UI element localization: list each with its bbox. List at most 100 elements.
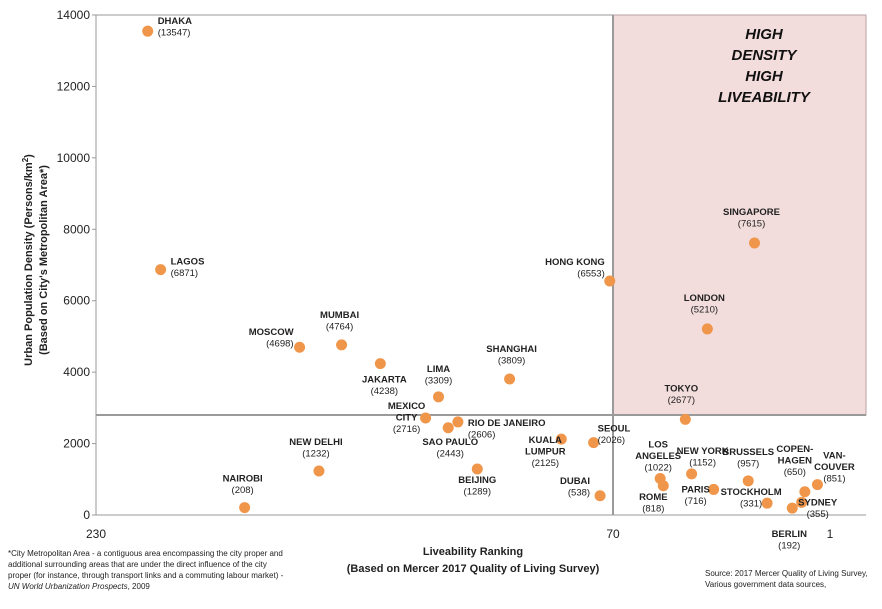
city-label: COPEN-HAGEN (650): [776, 444, 813, 478]
city-point: ROME (818): [639, 480, 669, 514]
data-point-marker: [594, 490, 606, 502]
data-point-marker: [588, 437, 600, 449]
density-value: (355): [807, 509, 829, 520]
city-name: LONDON: [684, 293, 725, 304]
city-name: DUBAI: [560, 476, 590, 487]
data-point-marker: [420, 412, 432, 424]
density-value: (2026): [598, 435, 625, 446]
data-point-marker: [471, 463, 483, 475]
city-point: BERLIN (192): [772, 502, 807, 552]
city-label: SYDNEY (355): [798, 497, 838, 519]
x-tick-label: 1: [827, 527, 834, 541]
city-label: MUMBAI (4764): [320, 310, 359, 333]
data-point-marker: [313, 465, 325, 477]
city-point: SYDNEY (355): [796, 496, 838, 520]
city-point: COPEN-HAGEN (650): [776, 444, 813, 498]
density-value: (6871): [171, 268, 198, 279]
city-label: PARIS (716): [681, 484, 709, 507]
density-value: (7615): [738, 219, 765, 230]
data-point-marker: [433, 391, 445, 403]
city-name: PARIS: [681, 484, 709, 495]
y-tick-label: 2000: [63, 437, 90, 451]
city-name: HONG KONG: [545, 257, 605, 268]
data-point-marker: [142, 25, 154, 37]
city-name: LUMPUR: [525, 447, 566, 458]
city-point: MEXICO CITY (2716): [388, 401, 432, 435]
data-point-marker: [555, 433, 567, 445]
footnote-text: *City Metropolitan Area - a contiguous a…: [8, 549, 284, 580]
city-name: TOKYO: [665, 383, 699, 394]
city-point: MUMBAI (4764): [320, 310, 359, 351]
footnote-year: , 2009: [127, 582, 150, 591]
data-point-marker: [504, 373, 516, 385]
city-label: NEW DELHI (1232): [289, 437, 342, 460]
city-name: BEIJING: [458, 475, 496, 486]
city-point: DHAKA (13547): [142, 16, 192, 39]
city-name: HAGEN: [778, 455, 812, 466]
data-point-marker: [155, 264, 167, 276]
city-point: STOCKHOLM (331): [721, 487, 782, 510]
density-value: (4238): [371, 386, 398, 397]
x-axis-ticks: 230 70 1: [86, 527, 834, 541]
city-point: RIO DE JANEIRO (2606): [452, 416, 546, 441]
density-value: (538): [568, 487, 590, 498]
city-name: JAKARTA: [362, 375, 407, 386]
city-name: VAN-: [823, 451, 846, 462]
city-point: NEW DELHI (1232): [289, 437, 343, 477]
city-label: LOS ANGELES (1022): [635, 440, 681, 474]
city-label: HONG KONG (6553): [545, 257, 605, 280]
city-label: DHAKA (13547): [158, 16, 192, 39]
data-point-marker: [708, 483, 720, 495]
x-tick-label: 230: [86, 527, 106, 541]
data-point-marker: [239, 502, 251, 514]
data-point-marker: [799, 486, 811, 498]
city-name: DHAKA: [158, 16, 192, 27]
city-name: MUMBAI: [320, 310, 359, 321]
density-value: (851): [823, 474, 845, 485]
city-label: RIO DE JANEIRO (2606): [468, 418, 546, 441]
density-value: (650): [784, 467, 806, 478]
city-name: LAGOS: [171, 257, 205, 268]
city-label: BEIJING (1289): [458, 475, 496, 498]
data-point-marker: [442, 422, 454, 434]
city-point: BEIJING (1289): [458, 463, 496, 497]
city-label: STOCKHOLM (331): [721, 487, 782, 510]
city-name: SAO PAULO: [422, 437, 478, 448]
city-name: LOS: [648, 440, 668, 451]
city-point: DUBAI (538): [560, 476, 606, 502]
city-name: RIO DE JANEIRO: [468, 418, 546, 429]
city-label: SHANGHAI (3809): [486, 344, 537, 367]
city-label: KUALA LUMPUR (2125): [525, 435, 566, 469]
quadrant-label: HIGH DENSITY HIGH LIVEABILITY: [718, 26, 812, 106]
city-point: PARIS (716): [681, 483, 720, 507]
city-point: JAKARTA (4238): [362, 358, 407, 397]
city-label: NAIROBI (208): [223, 474, 263, 497]
density-value: (4698): [266, 339, 293, 350]
y-axis-ticks: 0 2000 4000 6000 8000 10000 12000 14000: [57, 8, 96, 522]
city-name: COUVER: [814, 462, 855, 473]
city-name: SEOUL: [598, 424, 631, 435]
city-label: NEW YORK (1152): [677, 446, 729, 469]
density-value: (2606): [468, 429, 495, 440]
density-value: (2677): [668, 395, 695, 406]
city-name: STOCKHOLM: [721, 487, 782, 498]
city-name: SINGAPORE: [723, 207, 780, 218]
y-axis-subtitle: (Based on City's Metropolitan Area*): [38, 165, 50, 355]
city-label: LONDON (5210): [684, 293, 725, 316]
city-label: ROME (818): [639, 492, 668, 515]
city-name: NEW YORK: [677, 446, 729, 457]
data-point-marker: [452, 416, 464, 428]
city-name: ANGELES: [635, 451, 681, 462]
city-label: SINGAPORE (7615): [723, 207, 780, 230]
y-tick-label: 4000: [63, 365, 90, 379]
y-tick-label: 8000: [63, 222, 90, 236]
city-label: TOKYO (2677): [665, 383, 699, 406]
city-point: MOSCOW (4698): [249, 327, 306, 353]
data-point-marker: [749, 237, 761, 249]
city-name: SYDNEY: [798, 497, 838, 508]
y-axis-title: Urban Population Density (Persons/km2): [21, 154, 36, 366]
density-value: (1289): [464, 486, 491, 497]
city-label: JAKARTA (4238): [362, 375, 407, 398]
density-value: (208): [232, 485, 254, 496]
